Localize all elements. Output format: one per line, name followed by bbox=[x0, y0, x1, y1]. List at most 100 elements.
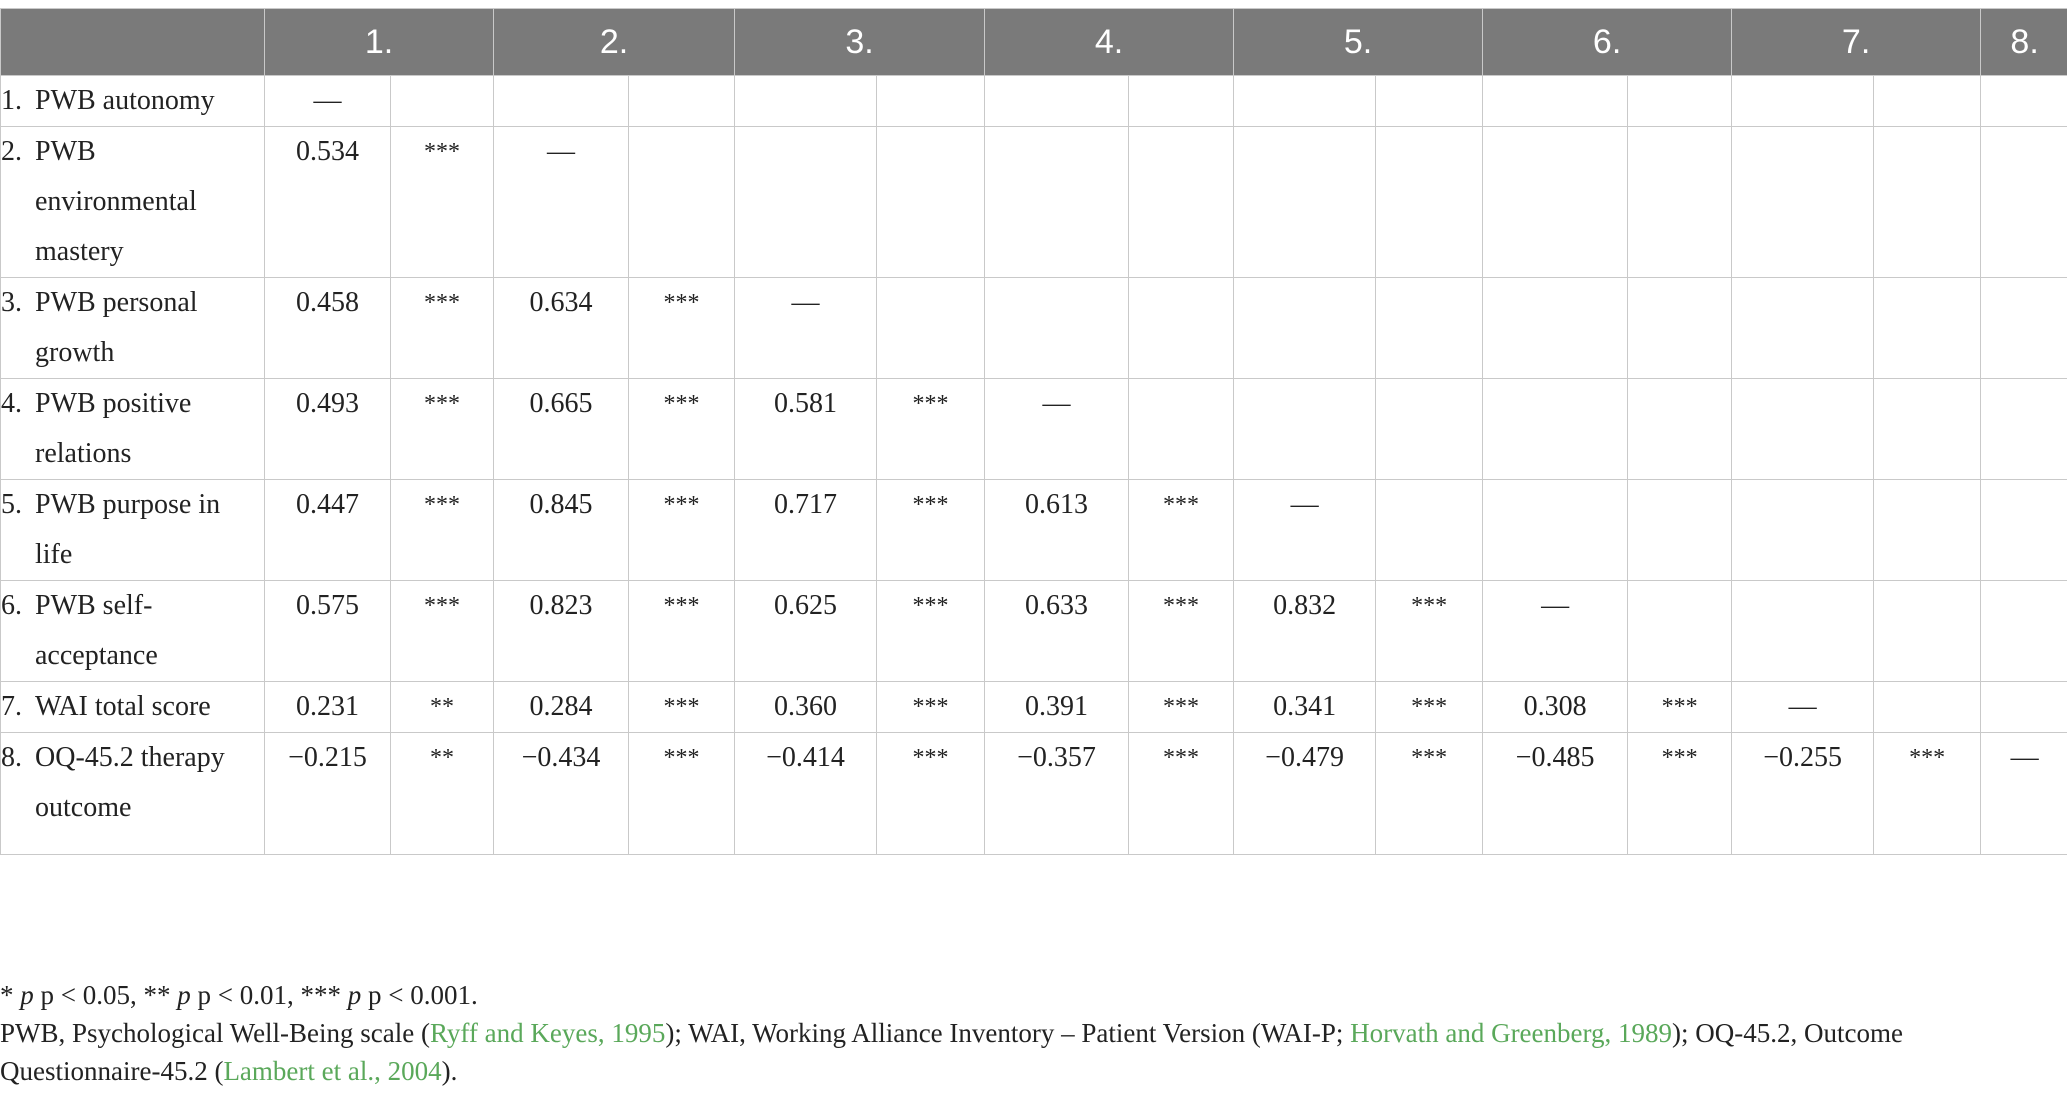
correlation-value bbox=[1731, 277, 1875, 379]
significance-marker: *** bbox=[628, 277, 736, 379]
significance-marker bbox=[1375, 126, 1484, 278]
significance-marker: *** bbox=[1128, 580, 1235, 682]
significance-marker bbox=[389, 75, 495, 127]
correlation-value bbox=[734, 75, 878, 127]
row-label-wrap: 5. PWB purpose in life bbox=[1, 480, 264, 580]
row-label-wrap: 3. PWB personal growth bbox=[1, 278, 264, 378]
row-variable-name: OQ-45.2 therapy outcome bbox=[35, 742, 225, 823]
citation-link-horvath[interactable]: Horvath and Greenberg, 1989 bbox=[1350, 1018, 1673, 1048]
table-footnote: * p p < 0.05, ** p p < 0.01, *** p p < 0… bbox=[0, 976, 2060, 1090]
significance-marker: *** bbox=[628, 580, 736, 682]
significance-marker bbox=[1128, 75, 1235, 127]
correlation-value bbox=[1731, 479, 1875, 581]
correlation-value: 0.665 bbox=[493, 378, 630, 480]
correlation-value bbox=[1233, 277, 1377, 379]
significance-marker bbox=[1375, 378, 1484, 480]
correlation-value: — bbox=[493, 126, 630, 278]
citation-link-lambert[interactable]: Lambert et al., 2004 bbox=[223, 1056, 442, 1086]
significance-marker: *** bbox=[628, 378, 736, 480]
correlation-value: 0.447 bbox=[264, 479, 391, 581]
row-label-wrap: 7. WAI total score bbox=[1, 682, 264, 732]
table-row: 2. PWB environmental mastery 0.534 *** — bbox=[0, 126, 2067, 278]
correlation-value bbox=[1233, 75, 1377, 127]
significance-marker: *** bbox=[1375, 681, 1484, 733]
col-header-1: 1. bbox=[263, 8, 495, 76]
significance-marker: *** bbox=[876, 580, 986, 682]
significance-marker bbox=[1627, 378, 1733, 480]
correlation-value bbox=[1482, 126, 1629, 278]
row-variable-name: PWB positive relations bbox=[35, 388, 192, 469]
significance-marker bbox=[1627, 479, 1733, 581]
significance-marker bbox=[1873, 479, 1982, 581]
correlation-value: 0.717 bbox=[734, 479, 878, 581]
significance-marker bbox=[1873, 75, 1982, 127]
row-label: 3. PWB personal growth bbox=[0, 277, 265, 379]
correlation-value bbox=[1980, 681, 2067, 733]
row-label: 1. PWB autonomy bbox=[0, 75, 265, 127]
row-label: 5. PWB purpose in life bbox=[0, 479, 265, 581]
significance-marker bbox=[1627, 580, 1733, 682]
correlation-value bbox=[984, 277, 1130, 379]
table-row: 7. WAI total score 0.231 ** 0.284 *** 0.360 ***… bbox=[0, 681, 2067, 733]
correlation-value: 0.845 bbox=[493, 479, 630, 581]
correlation-value: — bbox=[1482, 580, 1629, 682]
row-label-wrap: 8. OQ-45.2 therapy outcome bbox=[1, 733, 264, 833]
correlation-value bbox=[1731, 126, 1875, 278]
correlation-value bbox=[493, 75, 630, 127]
significance-marker: *** bbox=[389, 277, 495, 379]
significance-marker bbox=[1375, 479, 1484, 581]
correlation-value: −0.414 bbox=[734, 732, 878, 855]
correlation-value bbox=[1233, 378, 1377, 480]
correlation-value: −0.215 bbox=[264, 732, 391, 855]
row-label: 2. PWB environmental mastery bbox=[0, 126, 265, 278]
correlation-value bbox=[1980, 580, 2067, 682]
significance-marker bbox=[1627, 277, 1733, 379]
significance-marker: *** bbox=[1627, 681, 1733, 733]
significance-marker: *** bbox=[876, 681, 986, 733]
correlation-value: 0.391 bbox=[984, 681, 1130, 733]
correlation-table: 1. 2. 3. 4. 5. 6. 7. 8. 1. PWB autonomy —2… bbox=[0, 8, 2067, 855]
correlation-value: — bbox=[1233, 479, 1377, 581]
significance-marker: *** bbox=[628, 681, 736, 733]
correlation-value: 0.832 bbox=[1233, 580, 1377, 682]
correlation-value: 0.625 bbox=[734, 580, 878, 682]
significance-marker: *** bbox=[876, 732, 986, 855]
significance-marker bbox=[1873, 126, 1982, 278]
significance-marker: *** bbox=[389, 126, 495, 278]
significance-marker bbox=[1873, 681, 1982, 733]
correlation-value bbox=[734, 126, 878, 278]
significance-marker: *** bbox=[389, 479, 495, 581]
significance-marker bbox=[1128, 277, 1235, 379]
significance-marker bbox=[628, 75, 736, 127]
correlation-value: — bbox=[264, 75, 391, 127]
significance-marker bbox=[1627, 75, 1733, 127]
row-variable-name: PWB environmental mastery bbox=[35, 136, 197, 267]
correlation-value: 0.341 bbox=[1233, 681, 1377, 733]
significance-marker: *** bbox=[389, 378, 495, 480]
significance-marker: *** bbox=[628, 479, 736, 581]
significance-marker: *** bbox=[1873, 732, 1982, 855]
significance-marker bbox=[1873, 277, 1982, 379]
correlation-value: 0.284 bbox=[493, 681, 630, 733]
significance-marker bbox=[1375, 277, 1484, 379]
correlation-value: 0.633 bbox=[984, 580, 1130, 682]
table-row: 5. PWB purpose in life 0.447 *** 0.845 *** 0.7… bbox=[0, 479, 2067, 581]
table-row: 3. PWB personal growth 0.458 *** 0.634 *** — bbox=[0, 277, 2067, 379]
correlation-value bbox=[1980, 126, 2067, 278]
correlation-value: 0.534 bbox=[264, 126, 391, 278]
row-variable-name: PWB personal growth bbox=[35, 287, 198, 368]
correlation-value: −0.434 bbox=[493, 732, 630, 855]
col-header-7: 7. bbox=[1731, 8, 1982, 76]
row-label: 8. OQ-45.2 therapy outcome bbox=[0, 732, 265, 855]
significance-marker: *** bbox=[1128, 681, 1235, 733]
correlation-value: 0.493 bbox=[264, 378, 391, 480]
col-header-8: 8. bbox=[1980, 8, 2067, 76]
significance-marker bbox=[1128, 126, 1235, 278]
row-variable-name: PWB autonomy bbox=[35, 85, 215, 116]
correlation-value bbox=[1482, 479, 1629, 581]
significance-marker bbox=[1375, 75, 1484, 127]
citation-link-ryff[interactable]: Ryff and Keyes, 1995 bbox=[430, 1018, 666, 1048]
row-label: 4. PWB positive relations bbox=[0, 378, 265, 480]
correlation-value bbox=[1731, 75, 1875, 127]
significance-marker: ** bbox=[389, 681, 495, 733]
